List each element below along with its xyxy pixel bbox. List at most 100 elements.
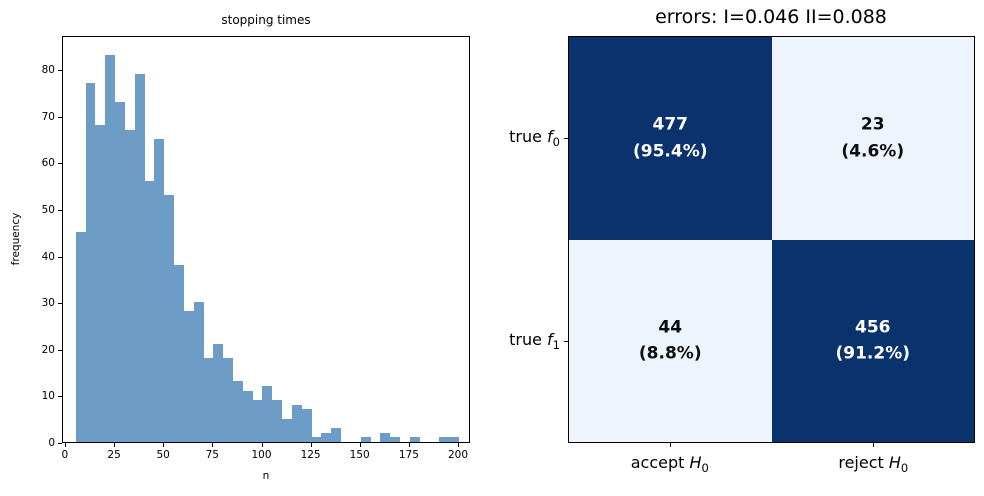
histogram-bar [291,404,302,442]
math-symbol: H [689,453,702,472]
y-tick-label: 60 [41,157,55,170]
histogram-bar [85,83,96,442]
math-symbol: f [547,126,553,146]
col-label: accept H0 [631,453,709,475]
x-tick-label: 25 [107,449,121,461]
x-tick-label: 200 [447,449,469,461]
histogram-bar [193,302,204,442]
histogram-bar [311,437,322,442]
col-tick-mark [873,443,875,447]
histogram-bar [252,400,263,442]
cell-percent: (4.6%) [841,141,905,162]
row-tick-mark [564,137,568,139]
math-subscript: 0 [900,461,909,476]
row-label: true f0 [509,127,560,149]
y-tick-label: 80 [41,64,55,76]
histogram-bar [183,311,194,442]
histogram-bar [331,428,342,442]
x-tick-mark [359,443,361,447]
confusion-cell-value: 23 (4.6%) [841,112,904,165]
x-tick-label: 50 [156,449,170,461]
x-tick-label: 0 [61,449,69,461]
cell-percent: (91.2%) [835,343,911,364]
x-tick-mark [212,443,214,447]
confusion-cell-value: 456 (91.2%) [835,314,910,367]
row-tick-mark [564,341,568,343]
histogram-bar [115,101,125,442]
y-tick-mark [58,116,62,118]
histogram-x-axis-label: n [262,470,270,482]
row-label: true f1 [509,330,560,352]
x-tick-label: 125 [300,449,321,461]
col-label: reject H0 [838,453,908,475]
x-tick-label: 75 [205,449,219,461]
math-subscript: 0 [701,461,709,476]
x-tick-mark [114,443,116,447]
y-tick-mark [58,303,62,305]
y-tick-mark [58,396,62,398]
histogram-bar [154,138,165,442]
histogram-bar [272,400,283,442]
histogram-bar [223,358,233,442]
y-tick-label: 40 [41,250,55,263]
histogram-bar [380,432,391,442]
x-tick-label: 150 [349,449,370,461]
x-tick-mark [64,443,66,447]
x-tick-mark [408,443,410,447]
x-tick-mark [163,443,165,447]
cell-count: 477 [652,114,689,135]
y-tick-label: 70 [41,110,55,123]
histogram-bar [95,124,106,442]
cell-percent: (8.8%) [638,343,702,364]
histogram-bar [203,358,214,442]
math-subscript: 1 [552,338,560,353]
col-tick-mark [669,443,671,447]
confusion-cell-value: 477 (95.4%) [633,112,708,165]
histogram-bar [213,344,224,442]
cell-count: 23 [860,114,885,135]
y-tick-mark [58,163,62,165]
x-tick-mark [261,443,263,447]
y-tick-mark [58,70,62,71]
histogram-y-axis-label: frequency [10,212,22,266]
histogram-bar [409,437,420,442]
y-tick-label: 0 [48,437,55,449]
label-text: accept [630,453,690,472]
confusion-cell-value: 44 (8.8%) [639,314,702,367]
confusion-cell [771,37,974,240]
x-tick-label: 175 [398,449,419,461]
histogram-bar [321,432,332,442]
y-tick-mark [58,443,62,444]
histogram-bar [144,180,155,442]
y-tick-label: 10 [41,390,55,403]
cell-count: 456 [855,317,891,338]
label-text: reject [838,453,889,472]
math-subscript: 0 [552,134,560,149]
histogram-bar [124,129,135,442]
label-text: true [509,126,548,146]
x-tick-mark [310,443,312,447]
y-tick-label: 20 [41,343,55,356]
confusion-cell [569,239,772,442]
histogram-bar [301,409,312,442]
y-tick-mark [58,209,62,211]
histogram-bar [233,381,243,442]
y-tick-label: 50 [41,203,55,216]
confusion-matrix-area: 477 (95.4%) 23 (4.6%) 44 (8.8%) 456 (91.2%) [568,36,975,443]
histogram-bar [174,264,184,442]
y-tick-mark [58,256,62,258]
cell-percent: (95.4%) [632,141,708,162]
histogram-bar [75,232,86,442]
histogram-bar [282,418,292,442]
histogram-bar [105,55,116,442]
histogram-bar [164,194,175,442]
histogram-bar [242,390,253,442]
cell-count: 44 [658,317,683,338]
confusion-cell [771,239,974,442]
math-symbol: f [547,330,553,350]
histogram-plot-area [62,36,470,443]
histogram-title: stopping times [221,13,311,27]
y-tick-label: 30 [41,297,55,310]
histogram-bar [360,437,371,442]
